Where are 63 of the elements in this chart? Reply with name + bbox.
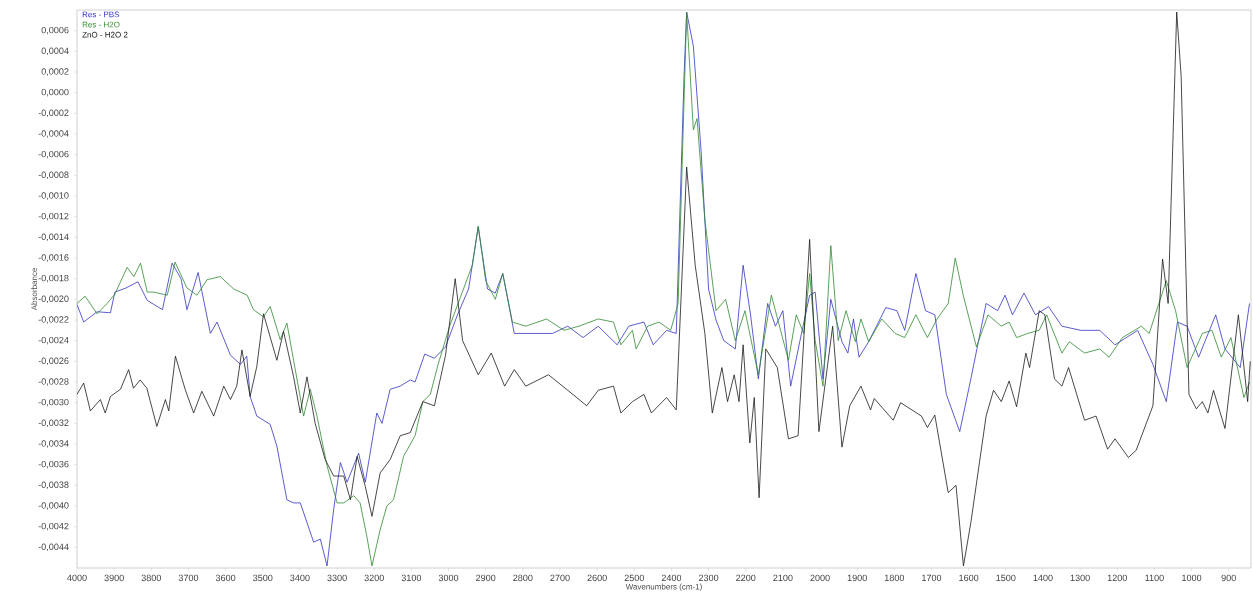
x-tick-label: 3500 <box>253 574 273 582</box>
x-tick-label: 1700 <box>922 574 942 582</box>
x-tick-label: 3100 <box>401 574 422 582</box>
x-tick-label: 3800 <box>141 574 162 582</box>
x-tick-label: 1800 <box>884 574 905 582</box>
x-tick-label: 2400 <box>661 574 682 582</box>
x-tick-label: 1600 <box>959 574 979 582</box>
x-tick-label: 2500 <box>624 574 644 582</box>
x-tick-label: 3700 <box>178 574 199 582</box>
y-tick-label: -0,0008 <box>38 171 69 180</box>
x-tick-label: 1300 <box>1070 574 1090 582</box>
x-tick-label: 3400 <box>290 574 310 582</box>
y-tick-label: -0,0018 <box>38 274 69 283</box>
y-tick-label: -0,0020 <box>38 295 69 304</box>
x-tick-label: 3600 <box>215 574 236 582</box>
text: Res - PBS <box>82 11 120 18</box>
y-tick-label: -0,0010 <box>38 192 69 200</box>
x-tick-label: 2900 <box>476 574 496 582</box>
x-tick-label: 1100 <box>1145 574 1164 582</box>
y-tick-label: -0,0036 <box>38 460 69 469</box>
y-tick-label: -0,0012 <box>38 212 69 221</box>
y-tick-label: -0,0028 <box>38 378 69 386</box>
x-axis-title: Wavenumbers (cm-1) <box>625 583 702 592</box>
y-tick-label: -0,0004 <box>38 130 69 138</box>
x-tick-label: 2200 <box>736 574 756 582</box>
x-tick-label: 1000 <box>1182 574 1202 582</box>
y-tick-label: -0,0006 <box>38 150 69 159</box>
y-tick-label: -0,0014 <box>38 233 69 242</box>
x-tick-label: 2100 <box>773 574 793 582</box>
y-tick-label: 0,0002 <box>41 68 69 76</box>
x-tick-label: 900 <box>1221 574 1236 582</box>
y-tick-label: -0,0030 <box>38 398 69 407</box>
y-tick-label: 0,0004 <box>41 47 69 56</box>
y-tick-label: -0,0042 <box>38 522 69 531</box>
y-tick-label: -0,0044 <box>38 543 69 552</box>
x-tick-label: 1400 <box>1033 574 1053 582</box>
y-tick-label: -0,0034 <box>38 440 69 448</box>
y-tick-label: -0,0040 <box>38 502 69 510</box>
x-tick-label: 2800 <box>513 574 533 582</box>
x-tick-label: 4000 <box>67 574 87 582</box>
x-tick-label: 2300 <box>698 574 719 582</box>
y-tick-label: -0,0026 <box>38 357 69 366</box>
x-tick-label: 2700 <box>550 574 570 582</box>
text: ZnO - H2O 2 <box>82 31 128 38</box>
x-tick-label: 3000 <box>438 574 459 582</box>
x-tick-label: 2000 <box>810 574 830 582</box>
y-tick-label: -0,0038 <box>38 481 69 490</box>
y-tick-label: 0,0006 <box>41 26 69 35</box>
y-axis-title: Absorbance <box>31 268 38 311</box>
y-tick-label: -0,0024 <box>38 336 69 345</box>
x-tick-label: 3900 <box>104 574 124 582</box>
x-tick-label: 3200 <box>364 574 384 582</box>
y-tick-label: 0,0000 <box>41 88 69 97</box>
x-tick-label: 1200 <box>1107 574 1127 582</box>
text: Res - H2O <box>82 21 120 28</box>
y-tick-label: -0,0022 <box>38 316 69 324</box>
y-tick-label: -0,0032 <box>38 419 69 428</box>
y-tick-label: -0,0016 <box>38 254 69 262</box>
x-tick-label: 1500 <box>996 574 1016 582</box>
x-tick-label: 3300 <box>327 574 347 582</box>
x-tick-label: 1900 <box>847 574 867 582</box>
y-tick-label: -0,0002 <box>38 109 69 118</box>
x-tick-label: 2600 <box>587 574 607 582</box>
